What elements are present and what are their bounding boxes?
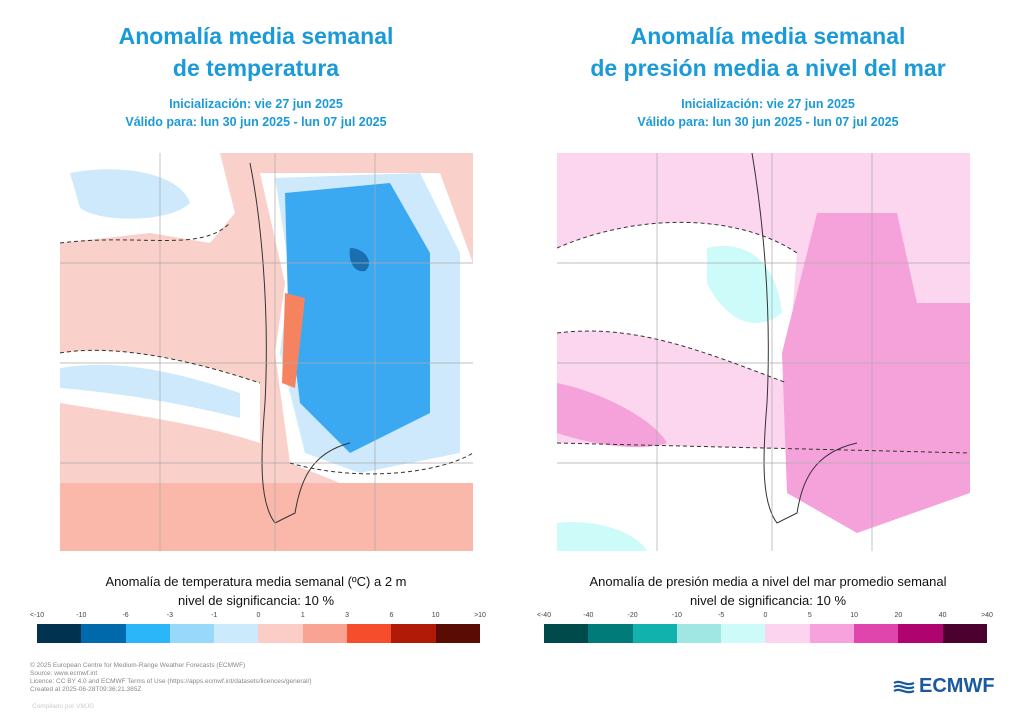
significance-contour — [557, 221, 970, 454]
temperature-panel: Anomalía media semanal de temperatura Ini… — [0, 0, 512, 650]
pressure-colorbar-ticks: <-40 -40 -20 -10 -5 0 5 10 20 40 >40 — [537, 612, 993, 622]
valid-range: Válido para: lun 30 jun 2025 - lun 07 ju… — [637, 115, 899, 129]
colorbar-swatch — [809, 624, 855, 643]
coastline — [751, 153, 858, 524]
gridlines — [557, 153, 970, 551]
light-blue-zone — [60, 364, 240, 418]
temperature-map — [60, 153, 473, 551]
ecmwf-logo-icon — [893, 680, 915, 693]
colorbar-tick: -3 — [166, 612, 174, 619]
colorbar-swatch — [898, 624, 943, 643]
colorbar-swatch — [302, 624, 348, 643]
caption-text: Anomalía de temperatura media semanal (º… — [105, 574, 407, 589]
colorbar-tick: 1 — [300, 612, 305, 619]
gridlines — [60, 153, 473, 551]
ocean-anomaly — [60, 483, 473, 551]
colorbar-swatch — [942, 624, 987, 643]
significance-contour — [60, 222, 473, 475]
pressure-caption: Anomalía de presión media a nivel del ma… — [512, 572, 1024, 610]
colorbar-tick: -10 — [76, 612, 87, 619]
colorbar-swatch — [347, 624, 392, 643]
source: Source: www.ecmwf.int — [30, 670, 98, 677]
colorbar-tick: 5 — [807, 612, 812, 619]
logo-text: ECMWF — [919, 675, 995, 697]
title-line-1: Anomalía media semanal — [118, 23, 394, 49]
significance-text: nivel de significancia: 10 % — [177, 593, 335, 608]
pressure-colorbar — [544, 624, 987, 643]
title-line-2: de presión media a nivel del mar — [590, 55, 946, 81]
light-cyan-zone — [557, 522, 647, 551]
copyright: © 2025 European Centre for Medium-Range … — [30, 662, 246, 669]
temperature-title: Anomalía media semanal de temperatura — [0, 20, 512, 84]
temperature-colorbar — [37, 624, 480, 643]
light-cyan-zone — [707, 245, 782, 323]
title-line-2: de temperatura — [172, 55, 340, 81]
colorbar-swatch — [632, 624, 677, 643]
colorbar-tick: -10 — [671, 612, 682, 619]
significance-text: nivel de significancia: 10 % — [689, 593, 847, 608]
colorbar-tick: 10 — [850, 612, 858, 619]
colorbar-swatch — [258, 624, 303, 643]
colorbar-tick: 3 — [345, 612, 350, 619]
colorbar-swatch — [588, 624, 633, 643]
licence: Licence: CC BY 4.0 and ECMWF Terms of Us… — [30, 678, 312, 685]
pressure-panel: Anomalía media semanal de presión media a… — [512, 0, 1024, 650]
colorbar-swatch — [721, 624, 766, 643]
colorbar-tick: -6 — [122, 612, 129, 619]
title-line-1: Anomalía media semanal — [630, 23, 906, 49]
dark-blue-zone — [349, 248, 370, 272]
colorbar-swatch — [544, 624, 589, 643]
colorbar-tick: 0 — [256, 612, 261, 619]
init-date: Inicialización: vie 27 jun 2025 — [681, 97, 855, 111]
colorbar-tick: 0 — [763, 612, 768, 619]
pink-zone — [557, 383, 667, 448]
colorbar-tick: -40 — [583, 612, 594, 619]
valid-range: Válido para: lun 30 jun 2025 - lun 07 ju… — [125, 115, 387, 129]
temperature-colorbar-ticks: <-10 -10 -6 -3 -1 0 1 3 6 10 >10 — [30, 612, 486, 622]
colorbar-tick: 6 — [389, 612, 394, 619]
pressure-title: Anomalía media semanal de presión media a… — [512, 20, 1024, 84]
colorbar-swatch — [214, 624, 259, 643]
pressure-subtitle: Inicialización: vie 27 jun 2025 Válido pa… — [512, 95, 1024, 131]
colorbar-tick: -1 — [211, 612, 218, 619]
colorbar-tick: -20 — [627, 612, 638, 619]
colorbar-tick: 20 — [894, 612, 903, 619]
colorbar-swatch — [765, 624, 810, 643]
colorbar-tick: -5 — [718, 612, 725, 619]
compiled-by: Compilado por VMJG — [32, 703, 95, 710]
red-zone — [282, 293, 305, 388]
temperature-subtitle: Inicialización: vie 27 jun 2025 Válido pa… — [0, 95, 512, 131]
colorbar-swatch — [81, 624, 126, 643]
blue-zone — [285, 183, 430, 453]
colorbar-tick: <-10 — [29, 612, 45, 619]
caption-text: Anomalía de presión media a nivel del ma… — [589, 574, 947, 589]
temperature-caption: Anomalía de temperatura media semanal (º… — [0, 572, 512, 610]
colorbar-swatch — [676, 624, 722, 643]
colorbar-swatch — [435, 624, 480, 643]
colorbar-swatch — [391, 624, 436, 643]
footer-credits: © 2025 European Centre for Medium-Range … — [30, 662, 312, 694]
coastline — [249, 162, 351, 524]
colorbar-swatch — [37, 624, 82, 643]
pink-zone — [782, 213, 970, 533]
init-date: Inicialización: vie 27 jun 2025 — [169, 97, 343, 111]
created-at: Created at 2025-06-28T09:36:21.385Z — [30, 686, 142, 693]
colorbar-swatch — [125, 624, 170, 643]
ecmwf-logo: ECMWF — [892, 675, 995, 698]
colorbar-tick: <-40 — [536, 612, 552, 619]
colorbar-tick: 40 — [938, 612, 947, 619]
colorbar-swatch — [169, 624, 215, 643]
pressure-map — [557, 153, 970, 551]
colorbar-tick: >40 — [981, 612, 993, 619]
colorbar-swatch — [854, 624, 899, 643]
colorbar-tick: 10 — [431, 612, 440, 619]
colorbar-tick: >10 — [474, 612, 486, 619]
